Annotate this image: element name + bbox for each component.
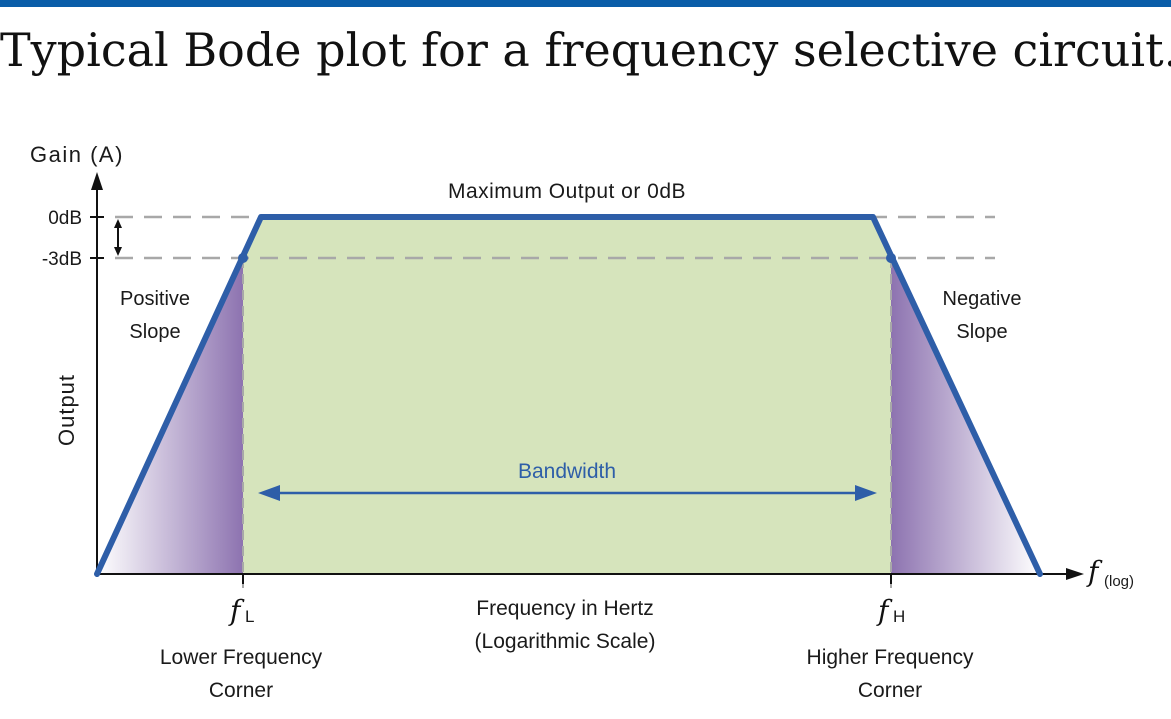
x-axis-subscript: (log) xyxy=(1104,573,1134,590)
higher-corner-label-line2: Corner xyxy=(858,679,922,702)
lower-corner-label-line1: Lower Frequency xyxy=(160,646,323,669)
output-axis-label: Output xyxy=(54,374,79,446)
bandwidth-label: Bandwidth xyxy=(518,460,616,483)
y-axis-arrowhead xyxy=(91,172,103,190)
x-axis-symbol: f xyxy=(1086,555,1103,588)
passband-region xyxy=(243,217,891,574)
fh-corner-point xyxy=(886,253,896,263)
max-output-label: Maximum Output or 0dB xyxy=(448,180,686,203)
bandwidth-arrow xyxy=(258,485,877,501)
x-axis-arrowhead xyxy=(1066,568,1084,580)
higher-corner-label-line1: Higher Frequency xyxy=(807,646,974,669)
frequency-label-line1: Frequency in Hertz xyxy=(476,597,653,620)
lower-corner-label-line2: Corner xyxy=(209,679,273,702)
positive-slope-label-line1: Positive xyxy=(120,288,190,310)
top-accent-bar xyxy=(0,0,1171,7)
frequency-label-line2: (Logarithmic Scale) xyxy=(475,630,656,653)
three-db-difference-arrow xyxy=(114,219,122,256)
positive-slope-label-line2: Slope xyxy=(129,321,180,343)
fl-symbol: f xyxy=(228,594,245,627)
frequency-response-curve xyxy=(94,214,1043,577)
fh-symbol: f xyxy=(876,594,893,627)
fl-corner-point xyxy=(238,253,248,263)
zero-db-label: 0dB xyxy=(48,208,82,229)
fh-subscript: H xyxy=(893,607,905,626)
negative-slope-label-line2: Slope xyxy=(956,321,1007,343)
negative-slope-label-line1: Negative xyxy=(943,288,1022,310)
y-axis-title: Gain (A) xyxy=(30,142,124,167)
slide-title: Typical Bode plot for a frequency select… xyxy=(0,23,1171,77)
minus-3db-label: -3dB xyxy=(42,249,82,270)
fl-subscript: L xyxy=(245,607,254,626)
